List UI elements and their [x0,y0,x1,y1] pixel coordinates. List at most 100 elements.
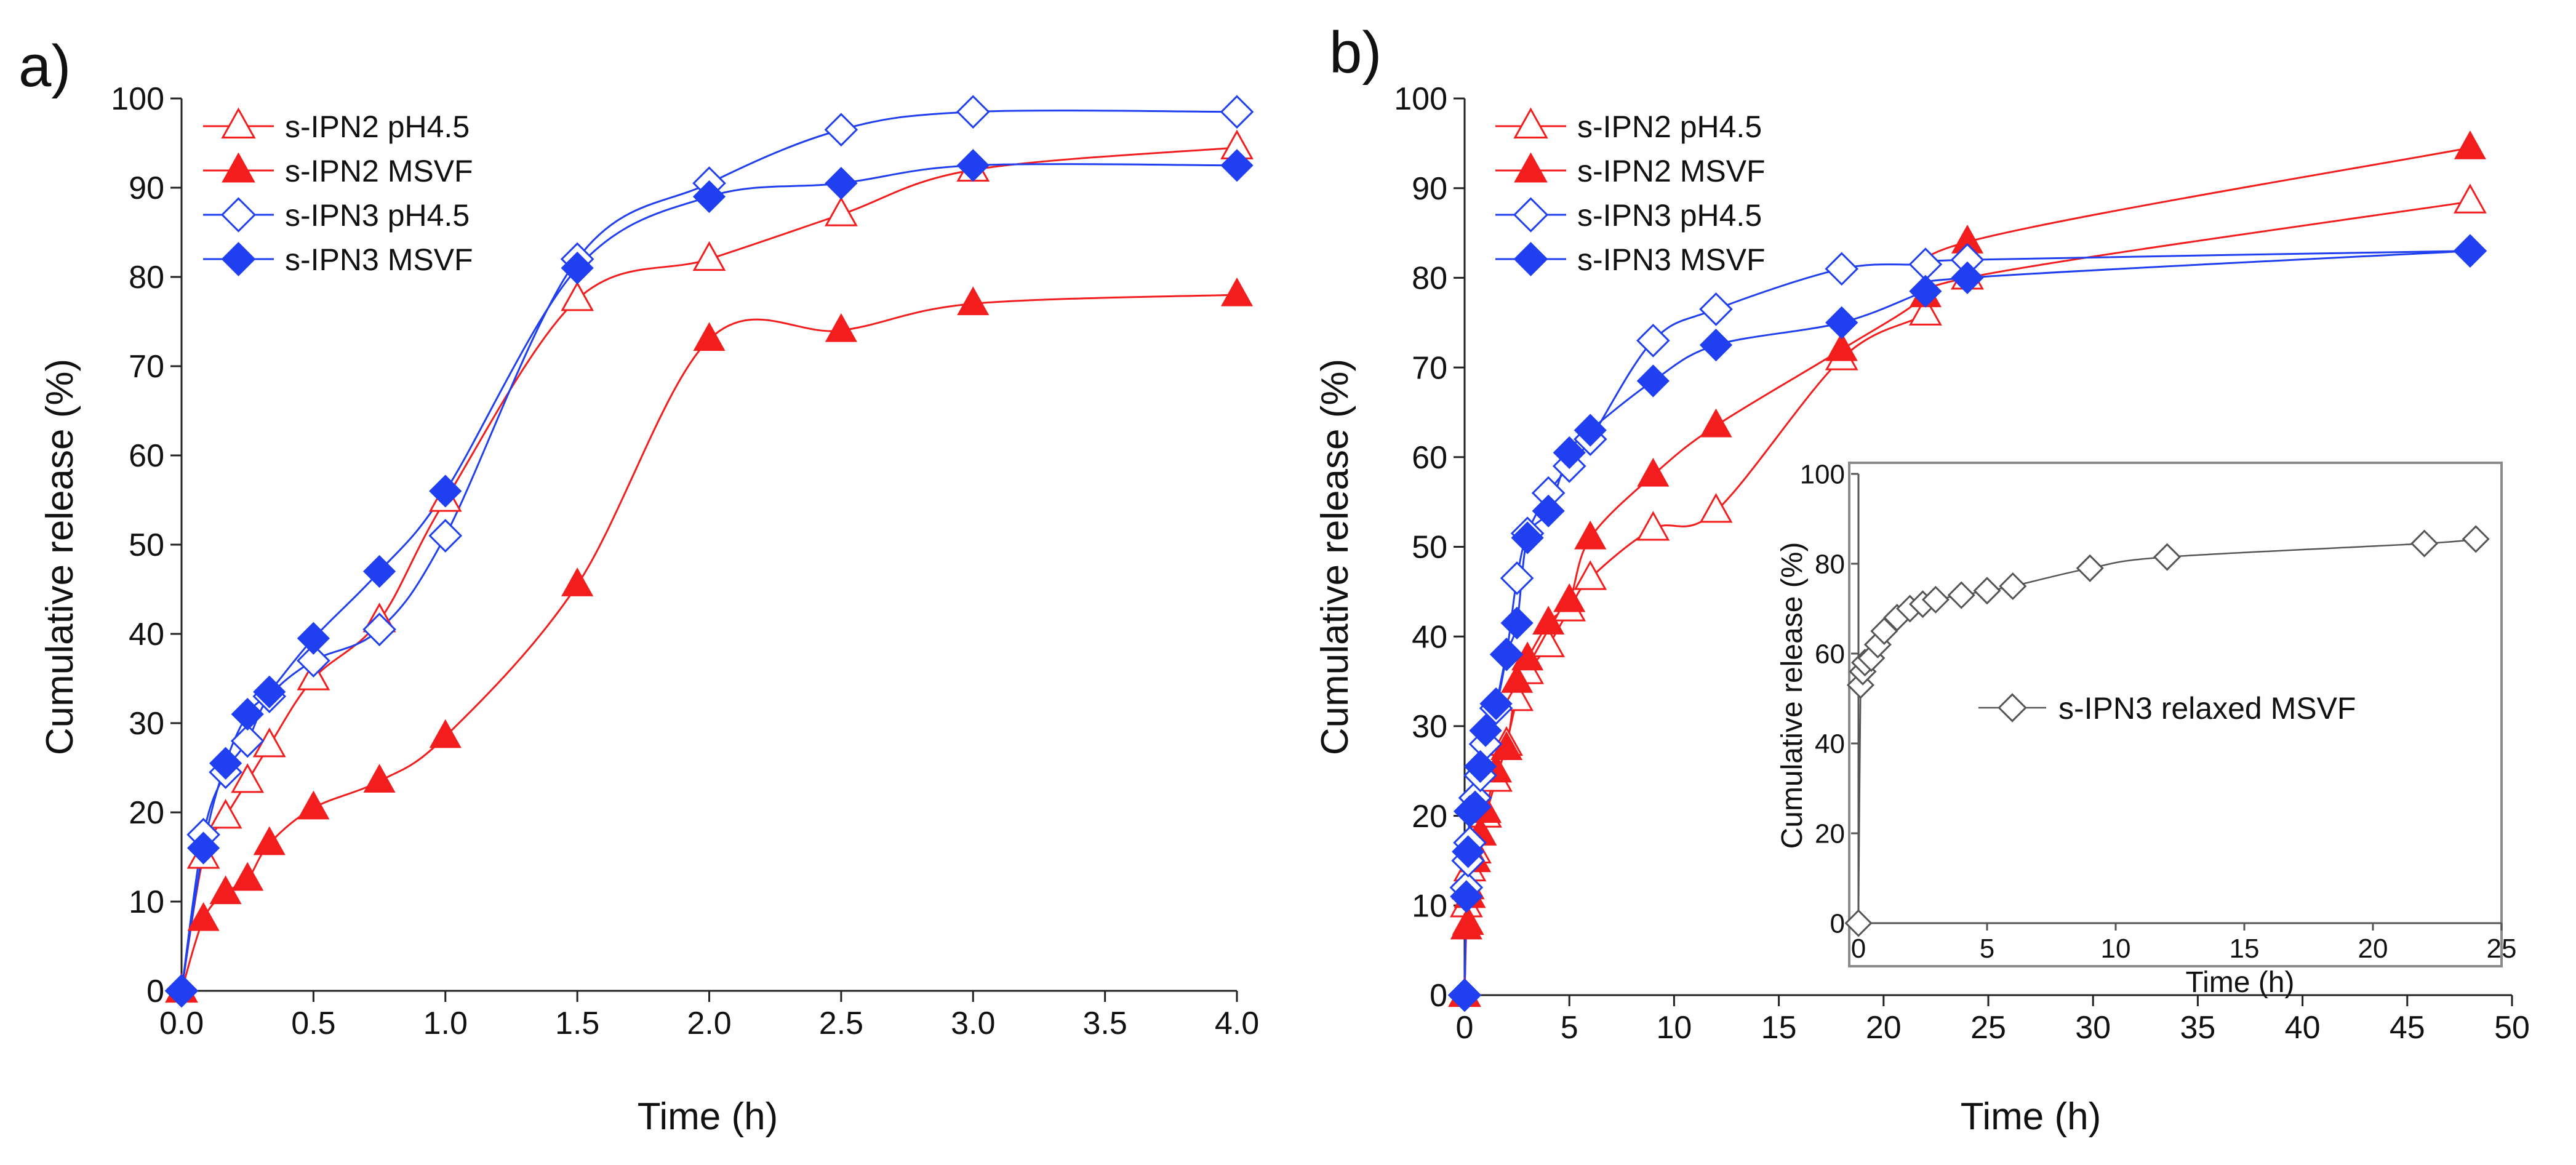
inset-data-point [2462,525,2490,553]
panel-b-data-point [1469,714,1502,747]
panel-b-data-point [1448,979,1481,1012]
panel-a-data-point [231,697,264,731]
panel-b-y-tick-label: 0 [1430,978,1447,1014]
panel-a-data-point [956,149,990,182]
panel-a-data-point [824,113,858,147]
panel-a-y-tick-label: 90 [129,170,164,206]
panel-b-data-point [1636,324,1670,358]
panel-a-data-point [362,554,396,588]
panel-a-x-axis-title: Time (h) [638,1095,778,1138]
inset-y-tick-label: 100 [1800,459,1845,489]
panel-b-data-point [1825,332,1858,361]
panel-a-x-tick-label: 1.0 [423,1006,468,1041]
panel-a-data-point [297,790,330,820]
panel-b-legend-label: s-IPN3 pH4.5 [1577,198,1762,233]
panel-b-data-point [1951,261,1984,295]
panel-b-y-tick-label: 70 [1412,350,1447,386]
panel-a-y-tick-label: 70 [129,349,164,385]
panel-a-data-point [956,95,990,129]
panel-b-data-point [1500,561,1534,595]
inset-legend-label: s-IPN3 relaxed MSVF [2058,691,2356,726]
panel-b-x-tick-label: 15 [1761,1010,1797,1046]
panel-b-data-point [1636,511,1670,541]
panel-b-data-point [1699,292,1733,326]
inset-x-axis-title: Time (h) [2186,966,2295,999]
panel-a-data-point [230,724,265,758]
inset-data-point [1844,909,1873,937]
inset-data-point [1921,585,1950,614]
panel-a-legend-label: s-IPN3 pH4.5 [285,198,470,233]
panel-b-y-tick-label: 90 [1412,171,1447,207]
inset-y-tick-label: 60 [1815,639,1845,669]
panel-a-y-tick-label: 40 [129,617,164,652]
panel-b-x-tick-label: 0 [1456,1010,1474,1046]
panel-b-data-point [1553,583,1586,612]
panel-b-y-tick-label: 100 [1394,81,1447,117]
inset-x-tick-label: 5 [1980,934,1994,964]
panel-a-y-tick-label: 0 [146,974,164,1009]
panel-b-data-point [1500,606,1534,639]
panel-a-x-tick-label: 4.0 [1215,1006,1259,1041]
panel-a-data-point [165,974,198,1007]
panel-b-legend-label: s-IPN2 MSVF [1577,154,1766,188]
panel-b-x-tick-label: 30 [2075,1010,2111,1046]
inset-y-tick-label: 0 [1830,908,1845,939]
inset-y-tick-label: 20 [1815,819,1845,849]
panel-a-data-point [825,313,857,342]
panel-b-legend-marker [1513,197,1549,233]
panel-a-legend-label: s-IPN3 MSVF [285,242,473,277]
inset-y-tick-label: 40 [1815,729,1845,759]
panel-a-legend-label: s-IPN2 pH4.5 [285,110,470,144]
panel-b-data-point [1700,408,1732,438]
panel-a-data-point [692,241,726,271]
panel-a-data-point [1220,149,1254,182]
panel-a-data-point [231,862,264,891]
panel-a-legend-marker [221,107,256,139]
panel-b-y-tick-label: 30 [1412,709,1447,745]
panel-a-data-point [692,180,726,214]
panel-b-data-point [1908,295,1942,326]
panel-a-data-point [561,281,594,311]
panel-b-x-tick-label: 5 [1561,1010,1578,1046]
panel-b-data-point [2454,234,2487,268]
panel-b-y-tick-label: 40 [1412,619,1447,655]
inset-x-tick-label: 10 [2101,934,2131,964]
panel-b-data-point [1532,494,1565,527]
inset-data-point [1846,671,1874,699]
panel-b-data-point [1532,627,1566,657]
panel-a-y-tick-label: 30 [129,706,164,742]
inset-data-point [2153,543,2182,571]
panel-b-legend-marker [1514,152,1548,183]
panel-b-data-point [1574,414,1607,447]
panel-b-chart: b) Time (h) Cumulative release (%) 0 5 10 1… [1314,20,2530,1138]
panel-a-data-point [561,567,594,596]
inset-data-point [1973,577,2001,605]
panel-b-data-point [1511,521,1544,554]
panel-a-data-point [186,831,220,865]
inset-x-tick-label: 15 [2230,934,2260,964]
panel-b-data-point [1458,790,1492,823]
panel-a-series-line-4 [180,163,1238,991]
panel-b-x-tick-label: 50 [2494,1010,2530,1046]
panel-a-data-point [957,286,990,316]
panel-b-data-point [1532,606,1565,635]
panel-b-x-tick-label: 20 [1866,1010,1902,1046]
panel-a-y-tick-label: 100 [111,81,164,117]
panel-a-data-point [693,322,726,351]
panel-a-data-point [362,612,396,647]
inset-legend-marker [1998,693,2027,723]
panel-b-data-point [1553,436,1586,470]
panel-a-y-tick-label: 60 [129,438,164,474]
panel-a-x-tick-label: 3.0 [951,1006,995,1041]
inset-x-tick-label: 0 [1851,934,1866,964]
panel-a-data-point [363,764,396,793]
panel-b-data-point [1501,663,1534,693]
panel-a-series-line-2 [180,294,1238,991]
panel-b-data-point [1699,493,1733,523]
panel-b-legend-marker [1513,242,1548,276]
panel-b-data-point [1825,306,1858,339]
panel-a-data-point [209,747,242,780]
panel-a-data-point [253,675,286,708]
panel-a-legend-marker [220,197,257,233]
panel-a-data-point [253,826,286,855]
